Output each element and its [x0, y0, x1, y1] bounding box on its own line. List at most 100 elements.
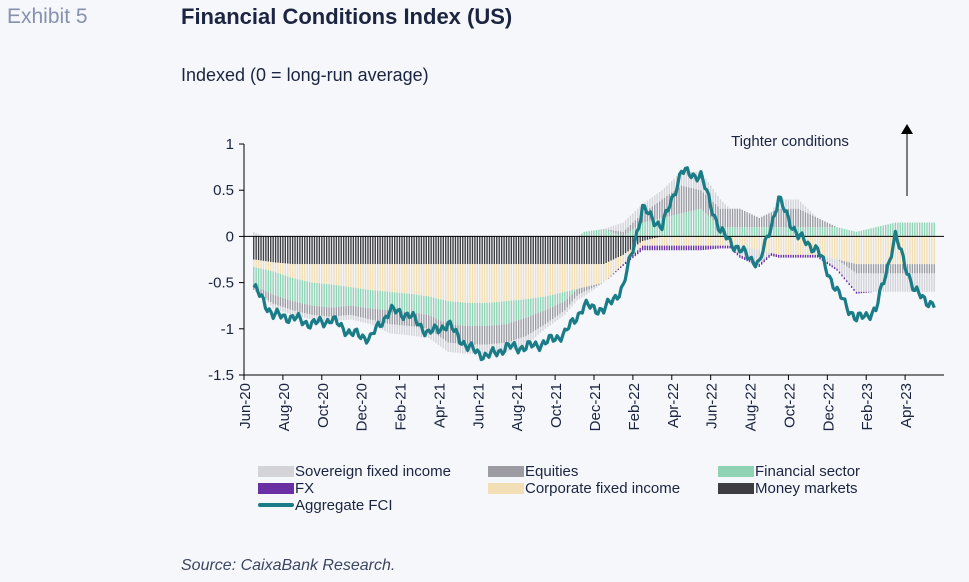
aggregate-fci-line	[252, 166, 936, 362]
bar-segment-equities	[748, 213, 751, 228]
bar-segment-corporate	[330, 264, 333, 285]
bar-segment-equities	[858, 264, 860, 274]
bar-segment-money	[270, 236, 272, 262]
bar-segment-equities	[423, 314, 425, 329]
bar-segment-sovereign	[758, 250, 760, 265]
bar-segment-equities	[812, 215, 814, 228]
bar-segment-financial	[734, 227, 736, 237]
bar-segment-equities	[369, 308, 372, 320]
x-tick-label: Apr-21	[431, 383, 448, 428]
bar-segment-equities	[663, 197, 666, 218]
bar-segment-corporate	[301, 264, 304, 281]
bar-segment-fx	[860, 291, 863, 294]
bar-segment-equities	[330, 307, 333, 317]
bar-segment-money	[471, 236, 474, 265]
bar-segment-equities	[469, 326, 471, 345]
annotation-layer: Tighter conditions	[731, 124, 913, 196]
bar-segment-financial	[685, 212, 688, 237]
bar-segment-fx	[717, 245, 719, 249]
bar-segment-corporate	[367, 264, 369, 290]
bar-segment-corporate	[277, 262, 279, 274]
bar-segment-corporate	[787, 236, 790, 255]
bar-segment-sovereign	[838, 261, 841, 272]
bar-segment-financial	[357, 288, 359, 307]
bar-segment-equities	[573, 291, 576, 299]
x-tick-label: Oct-22	[781, 383, 798, 428]
bar-segment-corporate	[476, 264, 479, 303]
bar-segment-equities	[734, 208, 736, 228]
y-tick-label: 1	[226, 136, 234, 153]
bar-segment-equities	[442, 321, 444, 340]
bar-segment-equities	[617, 231, 619, 235]
bar-segment-equities	[389, 310, 391, 325]
bar-segment-money	[347, 236, 350, 265]
bar-segment-financial	[790, 227, 792, 237]
bar-segment-sovereign	[552, 318, 554, 324]
bar-segment-money	[559, 236, 561, 265]
bar-segment-corporate	[923, 236, 926, 265]
bar-segment-money	[282, 236, 284, 264]
bar-segment-financial	[605, 229, 607, 237]
bar-segment-equities	[445, 323, 447, 341]
bar-segment-sovereign	[919, 273, 921, 292]
bar-segment-equities	[717, 206, 719, 225]
bar-segment-money	[277, 236, 279, 263]
bar-segment-equities	[700, 190, 702, 209]
bar-segment-sovereign	[923, 273, 926, 292]
bar-segment-corporate	[270, 261, 272, 271]
bar-segment-money	[527, 236, 530, 265]
bar-segment-corporate	[406, 264, 408, 294]
bar-segment-financial	[576, 288, 578, 290]
bar-segment-sovereign	[617, 224, 619, 232]
bar-segment-equities	[678, 187, 680, 214]
bar-segment-sovereign	[688, 171, 690, 188]
bar-segment-fx	[622, 264, 624, 266]
bar-segment-financial	[464, 302, 466, 326]
bar-segment-sovereign	[498, 343, 500, 353]
bar-segment-equities	[758, 217, 760, 228]
bar-segment-corporate	[872, 236, 875, 265]
bar-segment-equities	[311, 305, 313, 315]
bar-segment-financial	[887, 224, 889, 237]
bar-segment-sovereign	[398, 325, 401, 335]
bar-segment-money	[379, 236, 381, 265]
bar-segment-equities	[615, 230, 617, 234]
bar-segment-sovereign	[588, 289, 590, 293]
bar-segment-financial	[381, 291, 384, 310]
bar-segment-fx	[714, 245, 717, 249]
bar-segment-fx	[795, 254, 797, 258]
bar-segment-financial	[843, 228, 846, 237]
bar-segment-financial	[870, 228, 872, 237]
bar-segment-money	[418, 236, 420, 265]
bar-segment-money	[581, 236, 583, 265]
bar-segment-financial	[651, 220, 654, 237]
bar-segment-sovereign	[517, 338, 520, 348]
bar-segment-equities	[588, 286, 590, 290]
bar-segment-sovereign	[607, 227, 610, 230]
bar-segment-financial	[848, 230, 850, 237]
bar-segment-equities	[525, 317, 527, 337]
bar-segment-financial	[503, 301, 505, 325]
bar-segment-financial	[471, 302, 474, 327]
bar-segment-fx	[690, 245, 692, 251]
bar-segment-sovereign	[855, 273, 858, 292]
bar-segment-financial	[515, 300, 517, 321]
bar-segment-sovereign	[829, 257, 831, 264]
bar-segment-money	[515, 236, 517, 265]
bar-segment-equities	[583, 287, 585, 292]
bar-segment-corporate	[821, 236, 824, 257]
bar-segment-corporate	[420, 264, 423, 296]
bar-segment-financial	[287, 276, 289, 300]
bar-segment-corporate	[486, 264, 488, 303]
bar-segment-sovereign	[763, 251, 765, 260]
bar-segment-equities	[897, 264, 899, 274]
bar-segment-equities	[719, 208, 722, 228]
bar-segment-financial	[566, 291, 568, 299]
bar-segment-corporate	[510, 264, 513, 301]
bar-segment-equities	[843, 261, 846, 265]
bar-segment-financial	[498, 301, 500, 325]
bar-segment-equities	[328, 307, 330, 317]
bar-segment-financial	[792, 227, 794, 237]
bar-segment-sovereign	[690, 171, 692, 188]
bar-segment-fx	[761, 261, 763, 265]
